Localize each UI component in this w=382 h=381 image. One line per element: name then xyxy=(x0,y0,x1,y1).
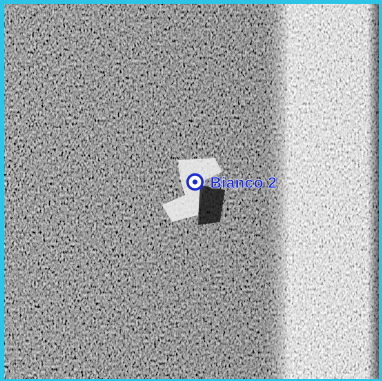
map-view: Bianco 2 xyxy=(0,0,382,381)
marker-label[interactable]: Bianco 2 xyxy=(210,175,277,192)
marker-dot xyxy=(193,180,198,185)
aerial-imagery xyxy=(4,4,379,379)
